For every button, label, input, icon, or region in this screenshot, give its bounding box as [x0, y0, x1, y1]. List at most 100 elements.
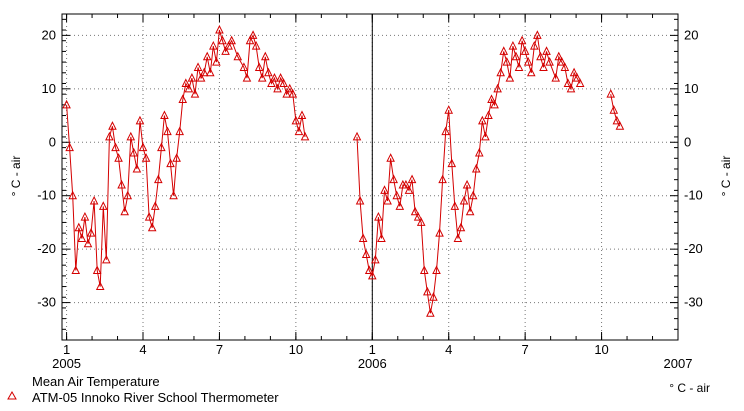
- data-point: [205, 67, 215, 77]
- legend-triangle-icon: [7, 390, 17, 400]
- data-point: [493, 83, 502, 93]
- data-point: [364, 265, 374, 275]
- data-point: [95, 281, 105, 291]
- data-point: [514, 62, 524, 71]
- data-point: [150, 201, 160, 210]
- data-point: [407, 174, 417, 184]
- data-point: [465, 206, 475, 216]
- data-point: [218, 35, 227, 45]
- data-point: [478, 115, 487, 125]
- data-point: [209, 40, 218, 50]
- data-point: [153, 174, 163, 184]
- x-tick-label: 4: [445, 342, 452, 357]
- data-point: [245, 35, 255, 45]
- data-point: [89, 195, 99, 205]
- data-point: [502, 56, 512, 66]
- data-point: [273, 83, 282, 93]
- data-point: [606, 89, 616, 98]
- data-point: [108, 121, 117, 130]
- data-point: [453, 233, 463, 242]
- data-point: [169, 190, 178, 200]
- data-point: [438, 174, 447, 184]
- data-point: [178, 94, 188, 104]
- data-point: [212, 56, 221, 66]
- data-point: [181, 78, 191, 87]
- data-point: [499, 46, 509, 55]
- data-point: [199, 67, 209, 77]
- data-point: [441, 126, 450, 136]
- data-point: [239, 62, 249, 71]
- data-point: [175, 126, 185, 136]
- data-point: [114, 153, 123, 162]
- data-point: [389, 174, 399, 184]
- data-point: [539, 62, 548, 71]
- data-point: [358, 233, 368, 242]
- data-point: [487, 94, 496, 104]
- data-point: [184, 83, 194, 93]
- data-point: [68, 190, 78, 200]
- data-point: [279, 78, 288, 87]
- data-point: [413, 211, 423, 221]
- data-point: [71, 265, 81, 275]
- data-point: [530, 40, 539, 50]
- data-point: [395, 201, 405, 210]
- x-tick-label: 10: [594, 342, 608, 357]
- data-point: [468, 190, 478, 200]
- data-point: [374, 211, 383, 221]
- y-tick-label-right: -30: [684, 295, 703, 310]
- data-point: [612, 115, 622, 125]
- data-point: [505, 73, 515, 82]
- data-point: [276, 73, 285, 82]
- data-point: [221, 46, 230, 55]
- x-tick-label: 1: [369, 342, 376, 357]
- x-year-label: 2006: [358, 356, 387, 371]
- data-point: [187, 73, 197, 82]
- data-point: [352, 131, 362, 141]
- data-point: [196, 73, 206, 82]
- data-point: [224, 40, 233, 50]
- legend: Mean Air Temperature ATM-05 Innoko River…: [7, 374, 279, 405]
- data-point: [575, 78, 585, 87]
- data-point: [474, 147, 484, 157]
- data-series: [62, 24, 625, 317]
- data-point: [371, 254, 380, 264]
- data-point: [233, 51, 243, 61]
- data-point: [80, 211, 90, 221]
- data-point: [435, 227, 444, 237]
- y-tick-label-right: -10: [684, 188, 703, 203]
- data-point: [520, 46, 530, 55]
- data-point: [447, 158, 457, 168]
- data-point: [260, 51, 270, 61]
- data-point: [105, 131, 114, 141]
- data-point: [511, 51, 521, 61]
- x-year-label: 2005: [52, 356, 81, 371]
- data-point: [242, 73, 252, 82]
- data-point: [609, 105, 619, 114]
- data-point: [560, 62, 570, 71]
- data-point: [120, 206, 129, 216]
- x-tick-label: 10: [289, 342, 303, 357]
- data-point: [551, 73, 561, 82]
- x-tick-label: 4: [139, 342, 146, 357]
- data-point: [410, 206, 420, 216]
- data-point: [542, 46, 551, 55]
- data-point: [557, 56, 567, 66]
- y-tick-label-left: 0: [49, 134, 56, 149]
- data-point: [361, 249, 371, 258]
- data-point: [456, 222, 466, 232]
- data-point: [300, 131, 310, 141]
- series-line: [66, 29, 621, 314]
- data-point: [554, 51, 564, 61]
- data-point: [288, 89, 298, 98]
- y-axis-label-right: ° C - air: [719, 156, 733, 197]
- data-point: [508, 40, 518, 50]
- data-point: [383, 195, 392, 205]
- x-tick-label: 1: [63, 342, 70, 357]
- data-point: [380, 185, 389, 194]
- x-tick-label: 7: [522, 342, 529, 357]
- x-year-label: 2007: [664, 356, 693, 371]
- data-point: [257, 73, 267, 82]
- data-point: [92, 265, 102, 275]
- data-point: [248, 30, 258, 39]
